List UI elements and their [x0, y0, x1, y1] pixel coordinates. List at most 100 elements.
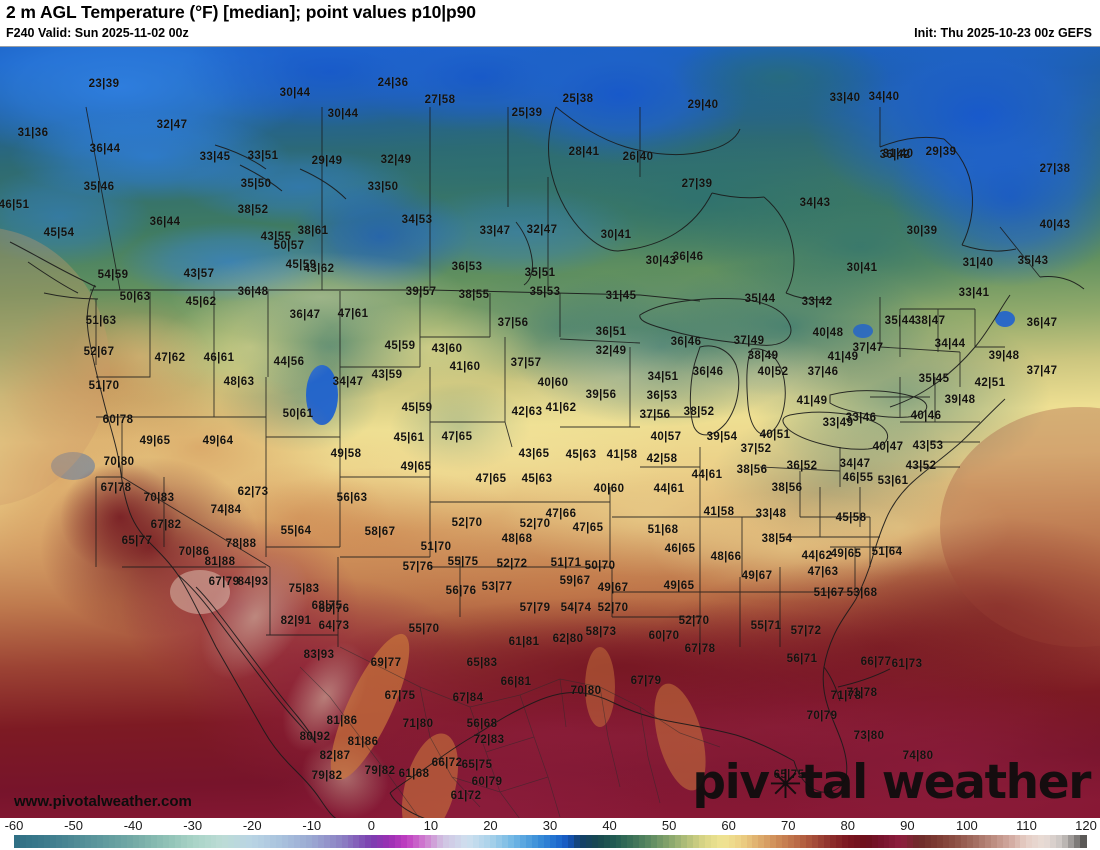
colorbar-segment [264, 835, 271, 848]
colorbar-segment [436, 835, 444, 848]
colorbar-tick: 40 [602, 818, 617, 833]
colorbar-tick: 90 [900, 818, 915, 833]
colorbar-segment [61, 835, 69, 848]
colorbar-segment [555, 835, 563, 848]
colorbar-segment [1044, 835, 1051, 848]
colorbar-segment [871, 835, 879, 848]
colorbar-segment [788, 835, 795, 848]
colorbar-segment [162, 835, 170, 848]
colorbar-tick: 110 [1016, 818, 1037, 833]
colorbar-segment [395, 835, 402, 848]
colorbar-segment [883, 835, 891, 848]
colorbar-segment [317, 835, 325, 848]
colorbar-tick: -20 [242, 818, 262, 833]
colorbar-segment [85, 835, 92, 848]
map-header: 2 m AGL Temperature (°F) [median]; point… [0, 0, 1100, 46]
colorbar-segment [704, 835, 712, 848]
colorbar-segment [353, 835, 360, 848]
colorbar-segment [621, 835, 628, 848]
colorbar-segment [371, 835, 378, 848]
colorbar-segment [996, 835, 1004, 848]
colorbar-segment [597, 835, 605, 848]
colorbar-segment [401, 835, 408, 848]
colorbar-segment [794, 835, 801, 848]
pivotal-weather-watermark: piv✳tal weather [692, 755, 1092, 810]
colorbar-segment [335, 835, 343, 848]
colorbar-segment [823, 835, 831, 848]
colorbar-segment [538, 835, 545, 848]
colorbar-segment [198, 835, 206, 848]
map-canvas[interactable]: 23|39 30|44 30|44 24|36 27|58 25|39 25|38 29|40… [0, 46, 1100, 818]
colorbar-segment [615, 835, 623, 848]
colorbar-segment [591, 835, 599, 848]
colorbar-segment [490, 835, 497, 848]
colorbar-segment [252, 835, 259, 848]
colorbar-segment [889, 835, 896, 848]
colorbar-segment [466, 835, 474, 848]
colorbar-segment [270, 835, 277, 848]
colorbar-segment [853, 835, 861, 848]
colorbar-segment [913, 835, 920, 848]
colorbar-segment [73, 835, 81, 848]
colorbar-segment [389, 835, 396, 848]
colorbar-segment [800, 835, 807, 848]
colorbar-segment [109, 835, 116, 848]
watermark-tail: tal weather [800, 755, 1092, 810]
colorbar-segment [305, 835, 313, 848]
valid-time-label: F240 Valid: Sun 2025-11-02 00z [6, 26, 189, 40]
colorbar-segment [240, 835, 247, 848]
colorbar-segment [19, 835, 27, 848]
colorbar-segment [103, 835, 110, 848]
colorbar-segment [567, 835, 575, 848]
colorbar-segment [496, 835, 503, 848]
colorbar-segment [1014, 835, 1022, 848]
colorbar-segment [234, 835, 241, 848]
colorbar-segment [585, 835, 593, 848]
colorbar-segment [943, 835, 950, 848]
colorbar-tick: 80 [840, 818, 855, 833]
colorbar-segment [818, 835, 825, 848]
colorbar-segment [925, 835, 932, 848]
colorbar-tick: 20 [483, 818, 498, 833]
colorbar-segment [91, 835, 98, 848]
colorbar-segment [377, 835, 384, 848]
temperature-field-svg [0, 47, 1100, 818]
colorbar-segment [746, 835, 754, 848]
colorbar-segment [722, 835, 730, 848]
colorbar-segment [448, 835, 456, 848]
page-title: 2 m AGL Temperature (°F) [median]; point… [6, 2, 476, 22]
colorbar-segment [97, 835, 104, 848]
colorbar-segment [293, 835, 301, 848]
colorbar-segment [31, 835, 39, 848]
colorbar-segment [1050, 835, 1057, 848]
colorbar-tick: -30 [183, 818, 203, 833]
colorbar-segment [228, 835, 235, 848]
colorbar-segment [1074, 835, 1081, 848]
init-time-label: Init: Thu 2025-10-23 00z GEFS [914, 26, 1092, 40]
colorbar-segment [37, 835, 45, 848]
colorbar-segment [984, 835, 992, 848]
colorbar-segment [895, 835, 902, 848]
colorbar-tick: 30 [542, 818, 558, 833]
colorbar-tick: -60 [4, 818, 24, 833]
colorbar-segment [299, 835, 307, 848]
site-url-watermark: www.pivotalweather.com [14, 793, 192, 810]
colorbar-segment [365, 835, 372, 848]
colorbar-segment [663, 835, 670, 848]
colorbar-segment [156, 835, 164, 848]
colorbar-region: -60 -50 -40 -30 -20 -10 0 10 20 30 40 50 60 70 80 90 100… [0, 818, 1100, 850]
asterisk-icon: ✳ [768, 762, 803, 808]
colorbar-segment [1080, 835, 1087, 848]
colorbar-segment [812, 835, 819, 848]
colorbar-segment [514, 835, 521, 848]
colorbar-tick: 0 [367, 818, 375, 833]
colorbar-segment [532, 835, 539, 848]
colorbar-segment [960, 835, 968, 848]
colorbar-segment [764, 835, 771, 848]
colorbar-segment [1026, 835, 1033, 848]
colorbar-segment [561, 835, 569, 848]
colorbar-segment [931, 835, 938, 848]
colorbar-segment [472, 835, 480, 848]
colorbar-segment [341, 835, 349, 848]
colorbar-segment [835, 835, 843, 848]
